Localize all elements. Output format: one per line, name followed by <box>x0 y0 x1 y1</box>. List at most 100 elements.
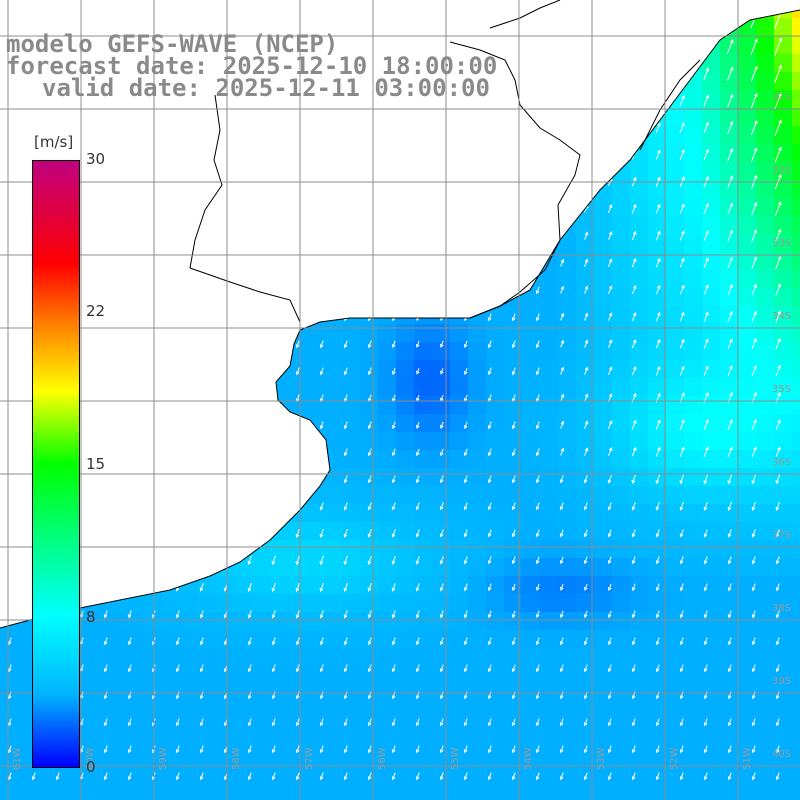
wind-cell <box>522 756 540 774</box>
wind-cell <box>378 432 396 450</box>
wind-arrow <box>488 313 492 321</box>
wind-cell <box>468 594 486 612</box>
wind-arrow-head <box>705 257 709 262</box>
wind-arrow <box>727 203 733 215</box>
wind-arrow-head <box>657 446 661 451</box>
wind-cell <box>252 792 270 800</box>
wind-arrow-head <box>295 614 300 619</box>
wind-cell <box>432 378 450 396</box>
wind-arrow-head <box>343 614 348 619</box>
wind-cell <box>684 216 702 234</box>
wind-cell <box>738 756 756 774</box>
wind-cell <box>684 144 702 162</box>
wind-cell <box>792 774 800 792</box>
wind-cell <box>540 792 558 800</box>
wind-cell <box>594 360 612 378</box>
wind-cell <box>702 108 720 126</box>
wind-cell <box>702 180 720 198</box>
wind-arrow <box>774 92 782 110</box>
wind-cell <box>180 720 198 738</box>
wind-arrow <box>704 718 708 726</box>
latitude-labels: 31S32S33S34S35S36S37S38S39S40S41S <box>772 92 791 760</box>
wind-cell <box>288 630 306 648</box>
wind-cell <box>792 450 800 468</box>
wind-cell <box>90 738 108 756</box>
wind-arrow <box>632 610 636 618</box>
wind-cell <box>774 108 792 126</box>
wind-cell <box>648 738 666 756</box>
wind-arrow <box>536 664 540 672</box>
wind-cell <box>756 594 774 612</box>
wind-arrow <box>584 502 588 510</box>
wind-arrow-head <box>295 533 300 539</box>
wind-arrow-head <box>535 317 540 322</box>
wind-cell <box>684 306 702 324</box>
wind-cell <box>288 774 306 792</box>
wind-arrow <box>752 637 756 645</box>
wind-cell <box>324 540 342 558</box>
wind-arrow <box>320 664 324 672</box>
wind-cell <box>342 594 360 612</box>
wind-cell <box>378 702 396 720</box>
wind-arrow <box>680 772 684 780</box>
wind-arrow-head <box>608 420 613 425</box>
wind-arrow-head <box>608 285 613 290</box>
wind-arrow <box>368 718 372 726</box>
wind-arrow <box>774 120 782 136</box>
wind-cell <box>594 378 612 396</box>
wind-cell <box>648 342 666 360</box>
wind-cell <box>684 396 702 414</box>
wind-arrow <box>344 718 348 726</box>
wind-cell <box>486 594 504 612</box>
wind-cell <box>522 540 540 558</box>
wind-arrow <box>656 556 660 564</box>
wind-cell <box>612 558 630 576</box>
wind-cell <box>234 792 252 800</box>
wind-arrow <box>296 555 300 565</box>
wind-cell <box>234 612 252 630</box>
wind-arrow-head <box>655 695 660 700</box>
wind-cell <box>306 576 324 594</box>
wind-arrow <box>656 718 660 726</box>
wind-arrow <box>560 340 564 348</box>
wind-cell <box>108 738 126 756</box>
wind-cell <box>144 612 162 630</box>
wind-cell <box>702 144 720 162</box>
wind-cell <box>378 738 396 756</box>
wind-cell <box>630 612 648 630</box>
wind-cell <box>648 396 666 414</box>
wind-arrow <box>512 529 516 537</box>
wind-arrow-head <box>727 668 732 673</box>
wind-cell <box>162 594 180 612</box>
wind-arrow <box>656 772 660 780</box>
wind-cell <box>288 738 306 756</box>
wind-cell <box>288 540 306 558</box>
wind-cell <box>702 702 720 720</box>
wind-arrow-head <box>657 122 661 127</box>
wind-cell <box>720 396 738 414</box>
wind-arrow-head <box>751 695 756 700</box>
wind-cell <box>522 324 540 342</box>
wind-arrow <box>440 637 444 645</box>
wind-cell <box>720 630 738 648</box>
wind-cell <box>738 144 756 162</box>
wind-cell <box>558 270 576 288</box>
wind-arrow <box>344 555 348 565</box>
wind-cell <box>720 90 738 108</box>
wind-cell <box>774 72 792 90</box>
wind-arrow-head <box>103 722 108 727</box>
wind-arrow-head <box>703 560 708 565</box>
wind-cell <box>324 702 342 720</box>
wind-arrow <box>368 555 372 565</box>
wind-cell <box>684 666 702 684</box>
wind-arrow <box>703 339 709 349</box>
wind-cell <box>774 180 792 198</box>
wind-arrow-head <box>632 285 637 290</box>
wind-arrow <box>200 745 204 753</box>
wind-cell <box>252 612 270 630</box>
wind-cell <box>774 540 792 558</box>
wind-cell <box>702 324 720 342</box>
wind-cell <box>306 630 324 648</box>
wind-arrow <box>560 583 564 591</box>
wind-cell <box>756 450 774 468</box>
